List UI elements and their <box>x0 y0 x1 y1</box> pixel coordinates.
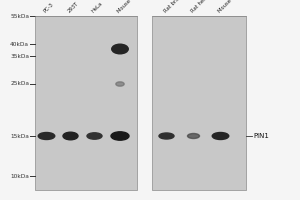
Ellipse shape <box>188 134 200 138</box>
Text: 40kDa: 40kDa <box>10 42 29 46</box>
Text: PIN1: PIN1 <box>254 133 269 139</box>
Text: 293T: 293T <box>67 1 80 14</box>
Text: 35kDa: 35kDa <box>10 53 29 58</box>
Ellipse shape <box>87 133 102 139</box>
Bar <box>34 16 136 190</box>
Text: Mouse kidney: Mouse kidney <box>116 0 146 14</box>
Text: Mouse brain: Mouse brain <box>217 0 243 14</box>
Text: PC-3: PC-3 <box>43 2 55 14</box>
Ellipse shape <box>159 133 174 139</box>
Ellipse shape <box>111 132 129 140</box>
Text: 55kDa: 55kDa <box>10 14 29 19</box>
Text: 10kDa: 10kDa <box>10 173 29 178</box>
Text: 25kDa: 25kDa <box>10 81 29 86</box>
Ellipse shape <box>63 132 78 140</box>
Ellipse shape <box>112 44 128 54</box>
Text: Rat brain: Rat brain <box>163 0 184 14</box>
Ellipse shape <box>38 132 55 140</box>
Ellipse shape <box>212 132 229 140</box>
Bar <box>152 16 246 190</box>
Text: 15kDa: 15kDa <box>10 134 29 138</box>
Text: HeLa: HeLa <box>91 1 104 14</box>
Text: Rat heart: Rat heart <box>190 0 211 14</box>
Ellipse shape <box>116 82 124 86</box>
